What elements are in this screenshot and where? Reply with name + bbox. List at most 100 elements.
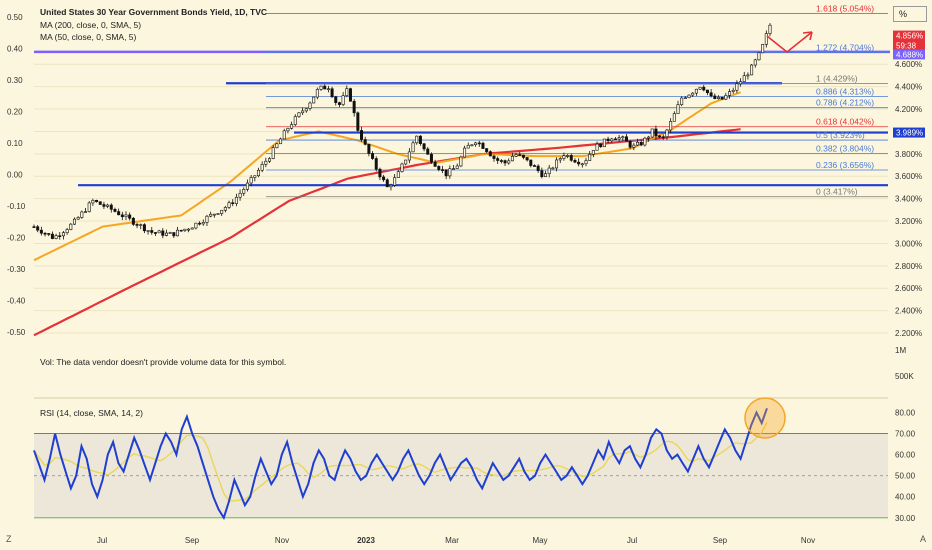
candle-body bbox=[348, 88, 352, 102]
candle-body bbox=[87, 202, 91, 212]
candle-body bbox=[448, 168, 452, 177]
candle-body bbox=[757, 52, 761, 61]
candle-body bbox=[47, 233, 51, 235]
right-axis-tick: 3.200% bbox=[895, 217, 922, 226]
candle-body bbox=[521, 154, 525, 158]
right-price-axis[interactable]: 4.600%4.400%4.200%4.000%3.800%3.600%3.40… bbox=[895, 60, 922, 523]
right-axis-tick: 3.600% bbox=[895, 172, 922, 181]
fib-level-label: 0.5 (3.923%) bbox=[816, 130, 865, 140]
candle-body bbox=[532, 165, 536, 167]
candle-body bbox=[444, 169, 448, 177]
candle-body bbox=[628, 140, 632, 148]
fib-level-label: 0.786 (4.212%) bbox=[816, 98, 874, 108]
fib-level-label: 1.618 (5.054%) bbox=[816, 3, 874, 13]
price-badges: 4.856%59:384.688% 3.989% bbox=[893, 30, 925, 138]
fib-level-label: 0.618 (4.042%) bbox=[816, 117, 874, 127]
candle-body bbox=[102, 204, 106, 207]
candle-body bbox=[514, 154, 518, 157]
candle-body bbox=[378, 168, 382, 178]
candle-body bbox=[713, 95, 717, 99]
candle-body bbox=[157, 230, 161, 234]
candle-body bbox=[271, 147, 275, 159]
candle-body bbox=[139, 224, 143, 226]
candle-body bbox=[680, 97, 684, 105]
candle-body bbox=[658, 135, 662, 138]
ma50-legend[interactable]: MA (50, close, 0, SMA, 5) bbox=[40, 32, 137, 42]
left-axis-tick: -0.40 bbox=[7, 297, 26, 306]
candle-body bbox=[245, 182, 249, 190]
fib-level-label: 0 (3.417%) bbox=[816, 187, 858, 197]
time-axis-tick: Jul bbox=[97, 536, 107, 545]
right-axis-tick: 3.400% bbox=[895, 195, 922, 204]
zoom-mode-toggle[interactable]: Z bbox=[6, 534, 12, 544]
candle-body bbox=[562, 155, 566, 159]
candle-body bbox=[647, 136, 651, 139]
fib-level-label: 1 (4.429%) bbox=[816, 73, 858, 83]
candle-body bbox=[683, 97, 687, 100]
candle-body bbox=[234, 196, 238, 204]
fib-level-label: 1.272 (4.704%) bbox=[816, 43, 874, 53]
candle-body bbox=[124, 214, 128, 218]
candle-body bbox=[728, 91, 732, 96]
left-axis-tick: 0.00 bbox=[7, 171, 23, 180]
candle-body bbox=[389, 184, 393, 188]
auto-scale-toggle[interactable]: A bbox=[920, 534, 927, 544]
right-axis-tick: 3.800% bbox=[895, 150, 922, 159]
price-badge-label: 4.856% bbox=[896, 32, 923, 41]
candle-body bbox=[499, 160, 503, 162]
candle-body bbox=[297, 112, 301, 117]
candle-body bbox=[216, 213, 220, 215]
price-badge-label: 4.688% bbox=[896, 50, 923, 59]
candle-body bbox=[187, 228, 191, 231]
candle-body bbox=[488, 151, 492, 157]
candle-body bbox=[676, 104, 680, 114]
fib-level-label: 0.886 (4.313%) bbox=[816, 86, 874, 96]
time-axis-tick: Sep bbox=[185, 536, 200, 545]
ma50-line bbox=[33, 91, 741, 262]
candle-body bbox=[153, 232, 157, 234]
candle-body bbox=[356, 112, 360, 131]
unit-percent-button[interactable]: % bbox=[893, 6, 927, 22]
candle-body bbox=[131, 217, 135, 225]
candle-body bbox=[566, 155, 570, 157]
left-axis-tick: -0.30 bbox=[7, 265, 26, 274]
candle-body bbox=[411, 142, 415, 153]
candle-body bbox=[761, 44, 765, 54]
candle-body bbox=[555, 159, 559, 169]
candle-body bbox=[617, 137, 621, 140]
candle-body bbox=[36, 226, 40, 231]
candle-body bbox=[577, 161, 581, 165]
candle-body bbox=[621, 136, 625, 139]
candle-body bbox=[492, 155, 496, 159]
candle-body bbox=[268, 158, 272, 162]
left-axis-tick: 0.10 bbox=[7, 139, 23, 148]
candle-body bbox=[201, 222, 205, 225]
time-axis-tick: Nov bbox=[801, 536, 815, 545]
candle-body bbox=[293, 116, 297, 125]
candle-body bbox=[705, 89, 709, 94]
ma200-legend[interactable]: MA (200, close, 0, SMA, 5) bbox=[40, 20, 142, 30]
candle-body bbox=[665, 129, 669, 138]
rsi-legend[interactable]: RSI (14, close, SMA, 14, 2) bbox=[40, 408, 143, 418]
candle-body bbox=[315, 89, 319, 98]
candle-body bbox=[639, 141, 643, 146]
projection-arrow[interactable] bbox=[766, 31, 813, 54]
candle-body bbox=[415, 135, 419, 144]
price-badge bbox=[893, 49, 925, 60]
candle-body bbox=[264, 160, 268, 165]
grid bbox=[34, 63, 888, 334]
candle-body bbox=[61, 232, 65, 237]
candle-body bbox=[360, 130, 364, 140]
right-axis-tick: 4.400% bbox=[895, 83, 922, 92]
fib-level-label: 0.382 (3.804%) bbox=[816, 143, 874, 153]
time-axis[interactable]: Jul Sep Nov 2023 Mar May Jul Sep Nov bbox=[97, 536, 815, 545]
candle-body bbox=[558, 158, 562, 161]
fibonacci-retracement[interactable]: 1.618 (5.054%) 1.272 (4.704%) 1 (4.429%) 0.… bbox=[266, 3, 888, 198]
left-axis-tick: 0.30 bbox=[7, 76, 23, 85]
fib-level-label: 0.236 (3.656%) bbox=[816, 160, 874, 170]
candlestick-series bbox=[32, 23, 772, 240]
candle-body bbox=[142, 224, 146, 232]
candle-body bbox=[510, 156, 514, 162]
candle-body bbox=[569, 155, 573, 161]
